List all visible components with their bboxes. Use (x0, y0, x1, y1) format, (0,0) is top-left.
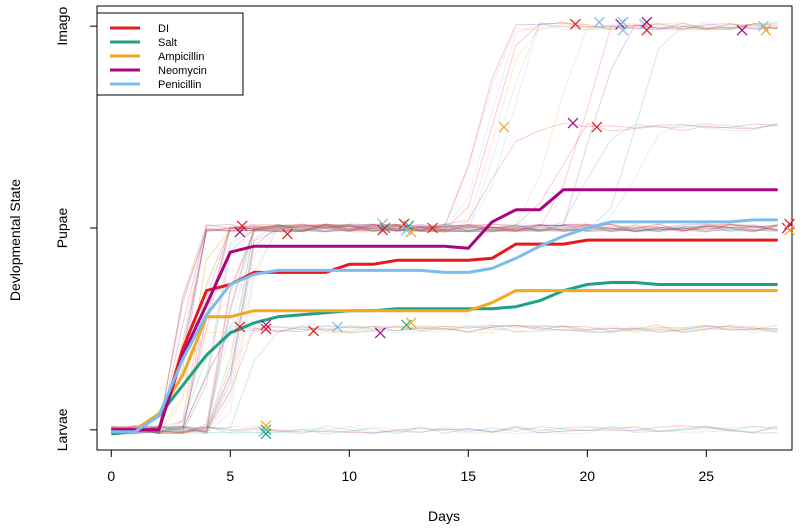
trajectory-line (111, 324, 778, 434)
event-marker (591, 121, 603, 133)
trajectory-line (111, 22, 778, 434)
trajectory-line (111, 22, 778, 434)
legend-label-penicillin: Penicillin (158, 79, 201, 91)
trajectory-line (111, 223, 778, 432)
event-marker (260, 428, 272, 440)
event-marker (281, 228, 293, 240)
x-tick-label: 15 (461, 468, 477, 484)
trajectory-line (111, 21, 778, 434)
trajectory-line (111, 223, 778, 434)
x-axis-label: Days (428, 508, 460, 524)
legend-label-salt: Salt (158, 37, 177, 49)
trajectory-line (111, 223, 778, 433)
event-marker (308, 325, 320, 337)
x-tick-label: 25 (699, 468, 715, 484)
event-marker (569, 18, 581, 30)
trajectory-line (111, 223, 778, 434)
legend-label-di: DI (158, 23, 169, 35)
event-marker (784, 224, 796, 236)
trajectory-line (111, 223, 778, 434)
trajectory-line (111, 223, 778, 434)
trajectory-line (111, 425, 778, 434)
trajectory-line (111, 223, 778, 428)
event-marker (374, 327, 386, 339)
trajectory-line (111, 24, 778, 434)
event-marker (405, 226, 417, 238)
trajectory-line (111, 324, 778, 433)
event-marker (760, 24, 772, 36)
trajectory-line (111, 325, 778, 430)
trajectory-line (111, 23, 778, 430)
event-marker (236, 220, 248, 232)
x-axis: 0 5 10 15 20 25 (107, 449, 715, 484)
event-marker (736, 24, 748, 36)
y-axis: Larvae Pupae Imago (54, 7, 98, 451)
event-marker (260, 323, 272, 335)
trajectory-line (111, 425, 778, 435)
series-line-ampicillin (111, 289, 778, 434)
trajectory-line (111, 224, 778, 435)
trajectory-line (111, 123, 778, 435)
series-line-di (111, 238, 778, 432)
event-marker (405, 317, 417, 329)
individual-trajectories (111, 21, 778, 435)
trajectory-line (111, 425, 778, 435)
trajectory-line (111, 223, 778, 431)
series-lines (111, 188, 778, 436)
trajectory-line (111, 425, 778, 435)
event-marker (331, 321, 343, 333)
y-tick-label: Larvae (54, 408, 70, 451)
event-marker (641, 16, 653, 28)
trajectory-line (111, 22, 778, 435)
trajectory-line (111, 23, 778, 435)
legend: DI Salt Ampicillin Neomycin Penicillin (96, 12, 244, 96)
trajectory-line (111, 223, 778, 435)
trajectory-line (111, 223, 778, 435)
event-marker (377, 224, 389, 236)
x-tick-label: 20 (580, 468, 596, 484)
trajectory-line (111, 22, 778, 433)
trajectory-line (111, 123, 778, 435)
trajectory-line (111, 22, 778, 433)
event-marker (641, 24, 653, 36)
legend-label-ampicillin: Ampicillin (158, 51, 204, 63)
trajectory-line (111, 324, 778, 429)
event-marker (593, 16, 605, 28)
event-marker (498, 121, 510, 133)
trajectory-line (111, 122, 778, 431)
x-tick-label: 5 (226, 468, 234, 484)
trajectory-line (111, 324, 778, 434)
trajectory-line (111, 324, 778, 433)
trajectory-line (111, 223, 778, 433)
trajectory-line (111, 225, 778, 433)
y-tick-label: Imago (54, 7, 70, 46)
y-axis-label: Devlopmental State (7, 179, 23, 301)
trajectory-line (111, 22, 778, 433)
event-marker (234, 321, 246, 333)
series-line-penicillin (111, 218, 778, 434)
trajectory-line (111, 425, 778, 434)
event-marker (427, 222, 439, 234)
trajectory-line (111, 223, 778, 430)
y-tick-label: Pupae (54, 208, 70, 249)
trajectory-line (111, 324, 778, 432)
event-markers (234, 16, 796, 440)
trajectory-line (111, 123, 778, 435)
x-tick-label: 0 (107, 468, 115, 484)
series-line-salt (111, 281, 778, 436)
trajectory-line (111, 223, 778, 434)
trajectory-line (111, 23, 778, 435)
series-line-neomycin (111, 188, 778, 432)
event-marker (617, 24, 629, 36)
event-marker (260, 319, 272, 331)
x-tick-label: 10 (342, 468, 358, 484)
trajectory-line (111, 223, 778, 434)
event-marker (567, 117, 579, 129)
event-marker (234, 226, 246, 238)
legend-label-neomycin: Neomycin (158, 65, 207, 77)
event-marker (617, 16, 629, 28)
trajectory-line (111, 224, 778, 434)
event-marker (260, 420, 272, 432)
